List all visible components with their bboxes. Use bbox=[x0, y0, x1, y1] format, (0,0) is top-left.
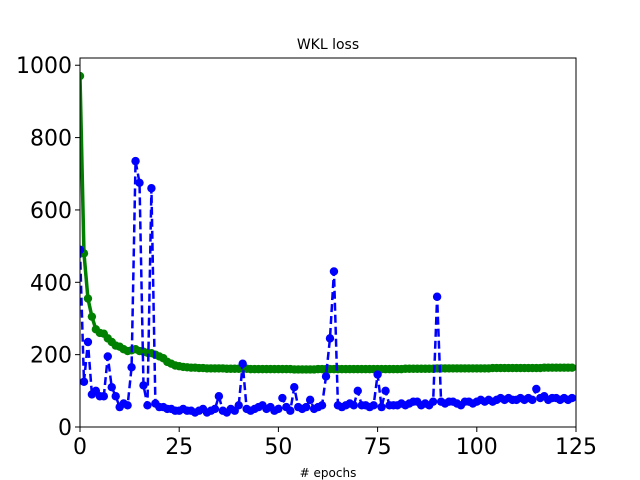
x-tick-label: 75 bbox=[364, 435, 392, 460]
series-1-point bbox=[234, 401, 243, 410]
series-1-point bbox=[80, 245, 85, 254]
series-1-point bbox=[353, 386, 362, 396]
y-tick-label: 0 bbox=[58, 416, 72, 441]
series-0-point bbox=[567, 363, 576, 372]
series-1-point bbox=[286, 406, 295, 415]
series-layer bbox=[80, 71, 576, 417]
series-1-point bbox=[139, 381, 148, 390]
series-1-point bbox=[131, 156, 140, 166]
y-tick-label: 200 bbox=[30, 344, 72, 369]
series-1-point bbox=[290, 383, 299, 392]
series-1-point bbox=[369, 401, 378, 410]
x-tick-label: 50 bbox=[264, 435, 292, 460]
series-1-point bbox=[567, 393, 576, 403]
x-tick-label: 100 bbox=[456, 435, 498, 460]
series-1-point bbox=[238, 359, 247, 368]
y-axis: 0 200 400 600 800 1000 bbox=[16, 54, 80, 441]
x-axis: 0 25 50 75 100 125 bbox=[73, 427, 597, 460]
series-1-point bbox=[107, 383, 116, 392]
series-1-point bbox=[528, 395, 537, 405]
y-tick-label: 1000 bbox=[16, 54, 72, 79]
series-0-point bbox=[83, 294, 93, 303]
series-1-point bbox=[329, 267, 339, 276]
series-1-point bbox=[317, 401, 327, 410]
series-0-point bbox=[80, 71, 85, 81]
series-1-point bbox=[214, 392, 224, 401]
x-tick-label: 25 bbox=[165, 435, 193, 460]
x-tick-label: 125 bbox=[555, 435, 597, 460]
series-1-point bbox=[325, 334, 335, 343]
series-1-point bbox=[305, 395, 315, 405]
x-tick-label: 0 bbox=[73, 435, 87, 460]
y-tick-label: 800 bbox=[30, 127, 72, 152]
series-1-point bbox=[127, 363, 136, 372]
series-1-point bbox=[428, 397, 438, 406]
series-1-point bbox=[147, 184, 156, 193]
y-tick-label: 400 bbox=[30, 271, 72, 296]
series-1-point bbox=[301, 402, 311, 412]
series-1-point bbox=[103, 352, 112, 361]
series-1-point bbox=[83, 337, 93, 347]
series-1-point bbox=[135, 178, 144, 188]
series-1-point bbox=[274, 404, 283, 414]
y-tick-label: 600 bbox=[30, 199, 72, 224]
series-1-point bbox=[99, 392, 109, 401]
series-0-point bbox=[87, 312, 97, 321]
series-1-point bbox=[349, 401, 358, 410]
series-1-point bbox=[143, 401, 152, 410]
series-1-point bbox=[111, 392, 120, 401]
series-1-point bbox=[321, 372, 331, 381]
series-1-point bbox=[377, 402, 386, 412]
series-0-line bbox=[80, 76, 573, 372]
chart-title: WKL loss bbox=[297, 37, 359, 53]
series-1-point bbox=[381, 386, 390, 396]
series-1-point bbox=[432, 292, 442, 301]
series-1-point bbox=[80, 377, 89, 386]
plot-area-frame bbox=[79, 57, 577, 428]
series-1 bbox=[80, 156, 576, 417]
series-1-point bbox=[278, 393, 287, 403]
series-1-point bbox=[532, 384, 541, 394]
series-1-point bbox=[123, 401, 132, 410]
series-1-point bbox=[210, 404, 220, 414]
series-1-point bbox=[373, 370, 382, 379]
x-axis-label: # epochs bbox=[300, 466, 357, 480]
